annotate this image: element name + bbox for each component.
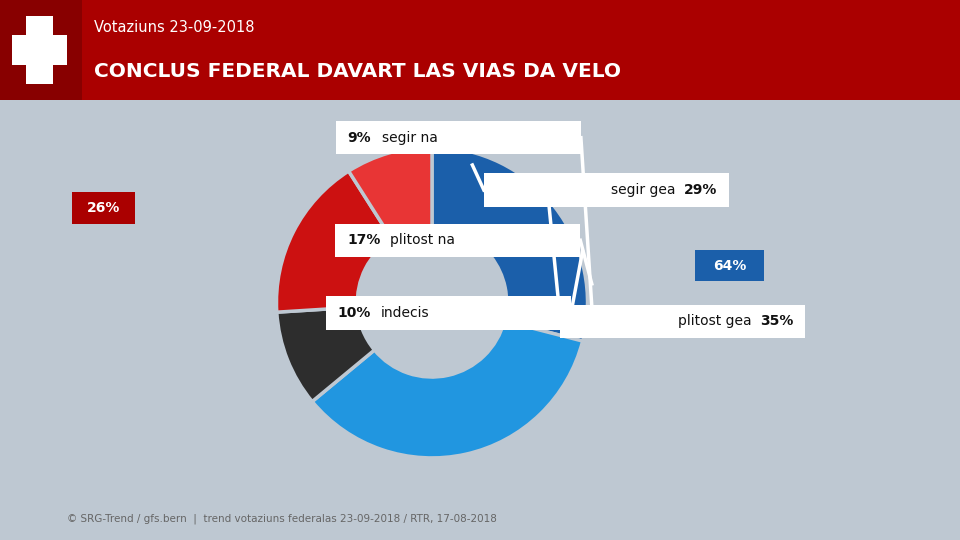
Text: 17%: 17% (347, 233, 380, 247)
Text: 29%: 29% (684, 183, 717, 197)
Text: © SRG-Trend / gfs.bern  |  trend votaziuns federalas 23-09-2018 / RTR, 17-08-201: © SRG-Trend / gfs.bern | trend votaziuns… (67, 513, 497, 524)
Text: plitost na: plitost na (390, 233, 455, 247)
Wedge shape (432, 147, 588, 341)
Text: Votaziuns 23-09-2018: Votaziuns 23-09-2018 (94, 21, 254, 36)
Text: segir gea: segir gea (611, 183, 680, 197)
Text: plitost gea: plitost gea (679, 314, 756, 328)
Wedge shape (276, 171, 392, 312)
Wedge shape (312, 321, 583, 458)
Wedge shape (348, 147, 432, 239)
Wedge shape (276, 307, 374, 402)
Text: 64%: 64% (713, 259, 746, 273)
Text: 10%: 10% (338, 306, 372, 320)
Text: indecis: indecis (381, 306, 429, 320)
Text: 35%: 35% (760, 314, 794, 328)
Text: 26%: 26% (87, 201, 120, 215)
Text: CONCLUS FEDERAL DAVART LAS VIAS DA VELO: CONCLUS FEDERAL DAVART LAS VIAS DA VELO (94, 63, 621, 82)
Text: 9%: 9% (348, 131, 372, 145)
Text: segir na: segir na (382, 131, 438, 145)
